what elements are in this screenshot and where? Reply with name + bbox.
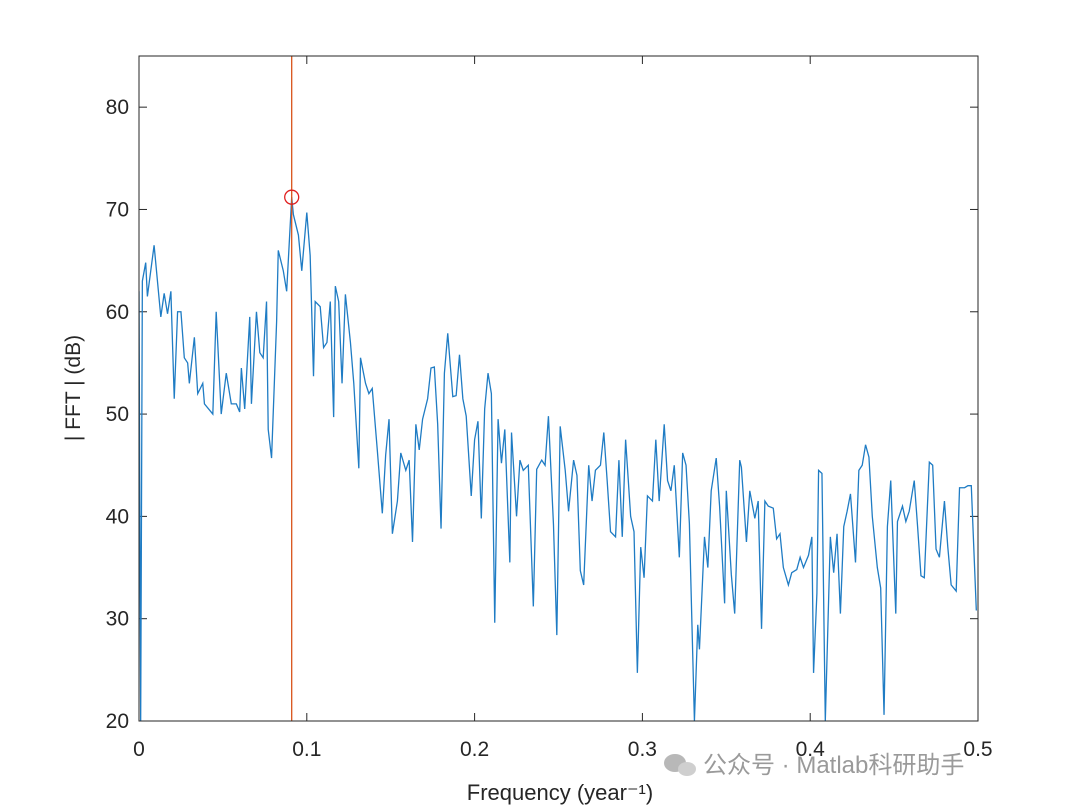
y-tick-label: 50: [106, 403, 129, 426]
y-axis-label: | FFT | (dB): [62, 335, 85, 441]
watermark-text: 公众号 · Matlab科研助手: [703, 752, 964, 779]
y-tick-label: 30: [106, 608, 129, 631]
watermark: 公众号 · Matlab科研助手: [664, 752, 964, 779]
x-tick-label: 0.3: [628, 738, 657, 761]
peak-marker: [284, 189, 300, 205]
plot-area: [139, 56, 977, 721]
watermark-icon: [678, 762, 696, 776]
x-tick-label: 0: [133, 738, 145, 761]
y-tick-label: 20: [106, 710, 129, 733]
x-tick-label: 0.2: [460, 738, 489, 761]
y-tick-label: 60: [106, 301, 129, 324]
x-tick-label: 0.4: [796, 738, 826, 761]
x-tick-label: 0.5: [963, 738, 992, 761]
axes-box: [138, 55, 979, 722]
y-tick-label: 80: [106, 96, 129, 119]
line: [139, 197, 977, 721]
y-tick-label: 70: [106, 198, 129, 221]
y-tick-label: 40: [106, 505, 129, 528]
x-axis-label: Frequency (year⁻¹): [467, 780, 653, 805]
x-tick-label: 0.1: [292, 738, 321, 761]
